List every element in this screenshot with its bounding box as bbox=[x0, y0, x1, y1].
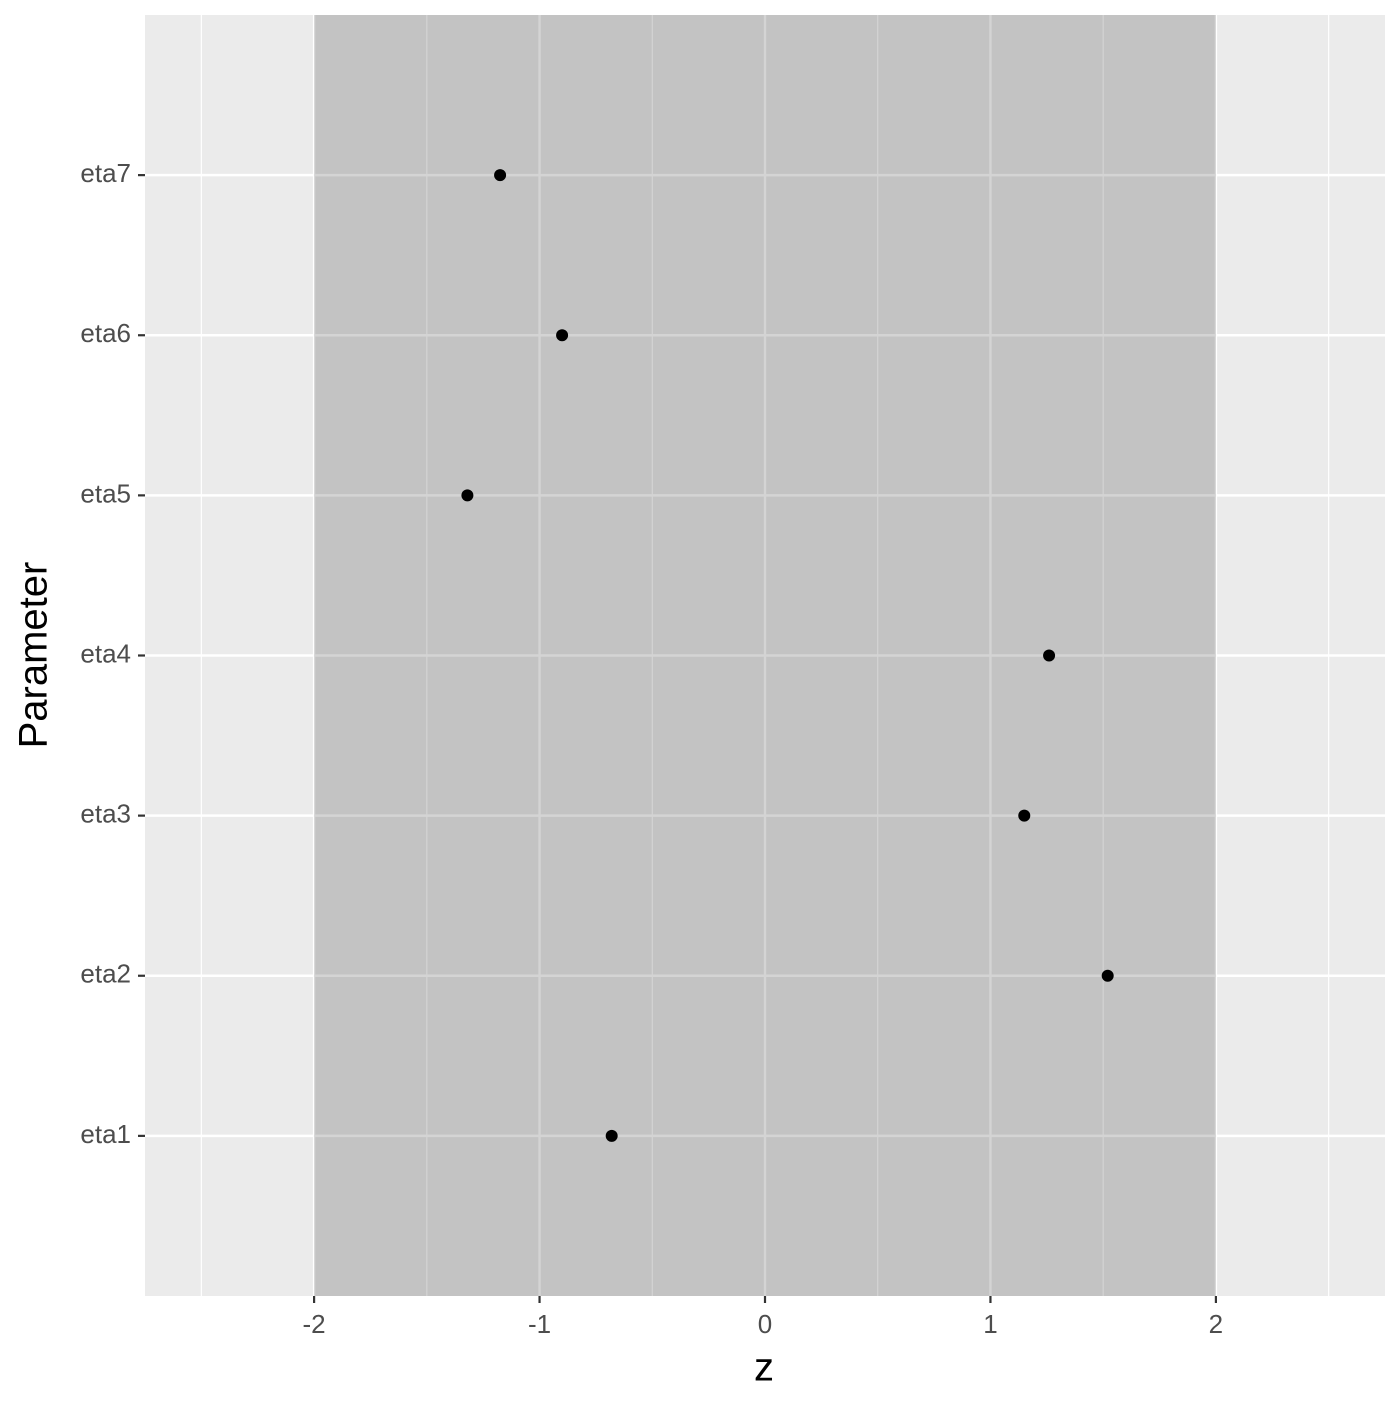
y-tick-label: eta1 bbox=[80, 1119, 131, 1149]
point bbox=[494, 169, 507, 182]
x-tick-label: 2 bbox=[1209, 1309, 1223, 1339]
x-tick-label: 1 bbox=[983, 1309, 997, 1339]
y-axis-title: Parameter bbox=[12, 562, 56, 749]
y-tick-label: eta7 bbox=[80, 158, 131, 188]
y-tick-label: eta4 bbox=[80, 638, 131, 668]
point bbox=[1018, 809, 1031, 822]
x-tick-label: -2 bbox=[303, 1309, 326, 1339]
axes: -2 -1 0 1 2 eta1 eta2 eta3 eta4 eta5 eta6 eta7 bbox=[80, 158, 1223, 1339]
band-layer bbox=[314, 15, 1216, 1296]
point bbox=[1101, 969, 1114, 982]
point bbox=[1043, 649, 1056, 662]
y-tick-label: eta6 bbox=[80, 318, 131, 348]
y-tick-label: eta5 bbox=[80, 478, 131, 508]
grid bbox=[145, 15, 1385, 1296]
band bbox=[314, 15, 1216, 1296]
y-tick-label: eta3 bbox=[80, 799, 131, 829]
x-tick-label: 0 bbox=[758, 1309, 772, 1339]
point bbox=[556, 329, 569, 342]
x-tick-label: -1 bbox=[528, 1309, 551, 1339]
y-tick-label: eta2 bbox=[80, 959, 131, 989]
point bbox=[461, 489, 474, 502]
x-axis-title: z bbox=[754, 1346, 774, 1390]
marks bbox=[461, 169, 1114, 1142]
point bbox=[605, 1129, 618, 1142]
